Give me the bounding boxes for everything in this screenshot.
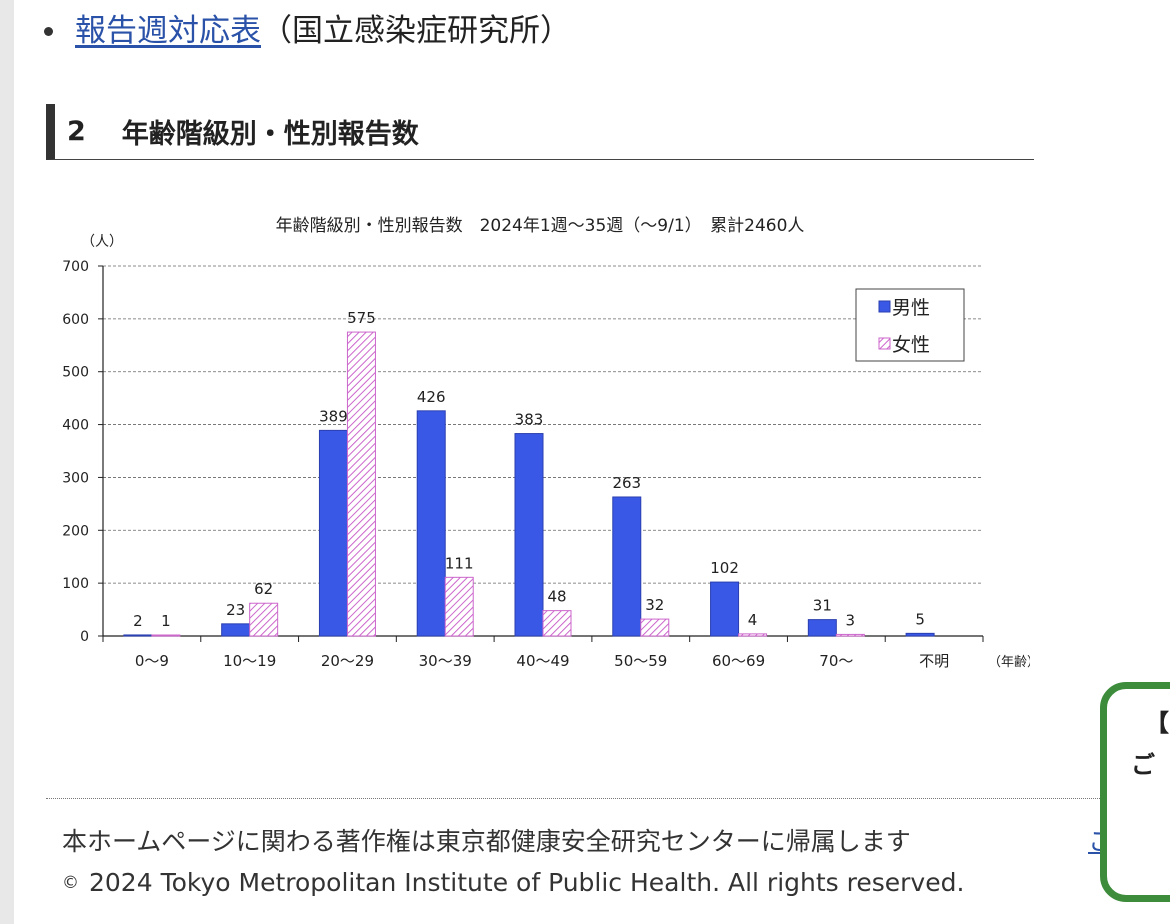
copyright-line: © 2024 Tokyo Metropolitan Institute of Pu…: [62, 868, 964, 897]
bar-male: [905, 632, 935, 637]
data-label-female: 32: [645, 596, 664, 614]
bar-female: [151, 634, 181, 637]
footer-divider: [46, 798, 1116, 799]
data-label-male: 426: [417, 388, 446, 406]
data-label-male: 389: [319, 407, 348, 425]
y-tick-label: 700: [62, 259, 89, 275]
bar-male: [514, 433, 544, 637]
info-popup[interactable]: 【 ご: [1100, 682, 1170, 902]
y-tick-label: 100: [62, 576, 89, 592]
y-tick-label: 400: [62, 418, 89, 434]
x-tick-label: 60～69: [712, 652, 765, 670]
bar-male: [807, 619, 837, 637]
x-tick-label: 70～: [819, 652, 853, 670]
bar-male: [416, 410, 446, 637]
x-tick-label: 不明: [919, 652, 949, 670]
copyright-symbol: ©: [62, 873, 79, 893]
bar-female: [346, 331, 376, 637]
bar-female: [249, 602, 279, 637]
y-tick-label: 500: [62, 365, 89, 381]
copyright-text: 2024 Tokyo Metropolitan Institute of Pub…: [89, 868, 965, 897]
bar-female: [738, 633, 768, 637]
report-week-table-link[interactable]: 報告週対応表: [75, 12, 261, 49]
data-label-female: 4: [748, 611, 758, 629]
section-title: 年齢階級別・性別報告数: [121, 119, 419, 150]
section-heading: 2 年齢階級別・性別報告数: [46, 104, 1034, 160]
age-sex-bar-chart: 年齢階級別・性別報告数 2024年1週～35週（～9/1） 累計2460人 （人）…: [40, 198, 1030, 688]
data-label-male: 23: [226, 601, 245, 619]
data-label-female: 3: [846, 611, 856, 629]
bar-male: [221, 623, 251, 637]
bar-female: [835, 633, 865, 637]
y-tick-label: 200: [62, 523, 89, 539]
data-label-female: 575: [347, 309, 376, 327]
bar-female: [640, 618, 670, 637]
x-tick-label: 50～59: [614, 652, 667, 670]
report-week-list-item: 報告週対応表 （国立感染症研究所）: [44, 6, 571, 56]
y-tick-label: 600: [62, 312, 89, 328]
link-source-note: （国立感染症研究所）: [261, 12, 571, 49]
data-label-male: 263: [612, 474, 641, 492]
x-tick-label: 30～39: [419, 652, 472, 670]
x-tick-label: 10～19: [223, 652, 276, 670]
y-tick-label: 0: [80, 629, 89, 645]
legend-box: [855, 288, 965, 362]
x-tick-label: 20～29: [321, 652, 374, 670]
bar-female: [542, 610, 572, 637]
bar-male: [612, 496, 642, 637]
data-label-female: 111: [445, 554, 474, 572]
x-axis-label: （年齢）: [988, 655, 1030, 670]
chart-svg: 年齢階級別・性別報告数 2024年1週～35週（～9/1） 累計2460人 （人）…: [62, 216, 1030, 670]
copyright-notice: 本ホームページに関わる著作権は東京都健康安全研究センターに帰属します: [62, 827, 911, 856]
data-label-male: 383: [515, 411, 544, 429]
bar-female: [444, 576, 474, 637]
legend-swatch-female: [878, 337, 891, 350]
data-label-female: 48: [547, 588, 566, 606]
data-label-male: 2: [133, 612, 143, 630]
y-tick-label: 300: [62, 470, 89, 486]
data-label-female: 62: [254, 580, 273, 598]
bar-male: [318, 429, 348, 637]
popup-line-2: ご: [1131, 751, 1155, 779]
section-number: 2: [67, 116, 86, 147]
popup-line-1: 【: [1145, 709, 1169, 737]
data-label-female: 1: [161, 612, 171, 630]
y-axis-label: （人）: [81, 234, 123, 250]
bullet-dot: [44, 26, 53, 36]
data-label-male: 5: [915, 610, 925, 628]
x-tick-label: 40～49: [516, 652, 569, 670]
left-rail: [0, 0, 14, 924]
bar-male: [710, 581, 740, 637]
chart-title: 年齢階級別・性別報告数 2024年1週～35週（～9/1） 累計2460人: [276, 216, 805, 236]
bar-male: [123, 634, 153, 637]
data-label-male: 102: [710, 559, 739, 577]
data-label-male: 31: [813, 597, 832, 615]
legend-swatch-male: [878, 300, 891, 313]
x-tick-label: 0～9: [135, 652, 169, 670]
legend-label-male: 男性: [892, 297, 930, 319]
legend-label-female: 女性: [892, 334, 930, 356]
